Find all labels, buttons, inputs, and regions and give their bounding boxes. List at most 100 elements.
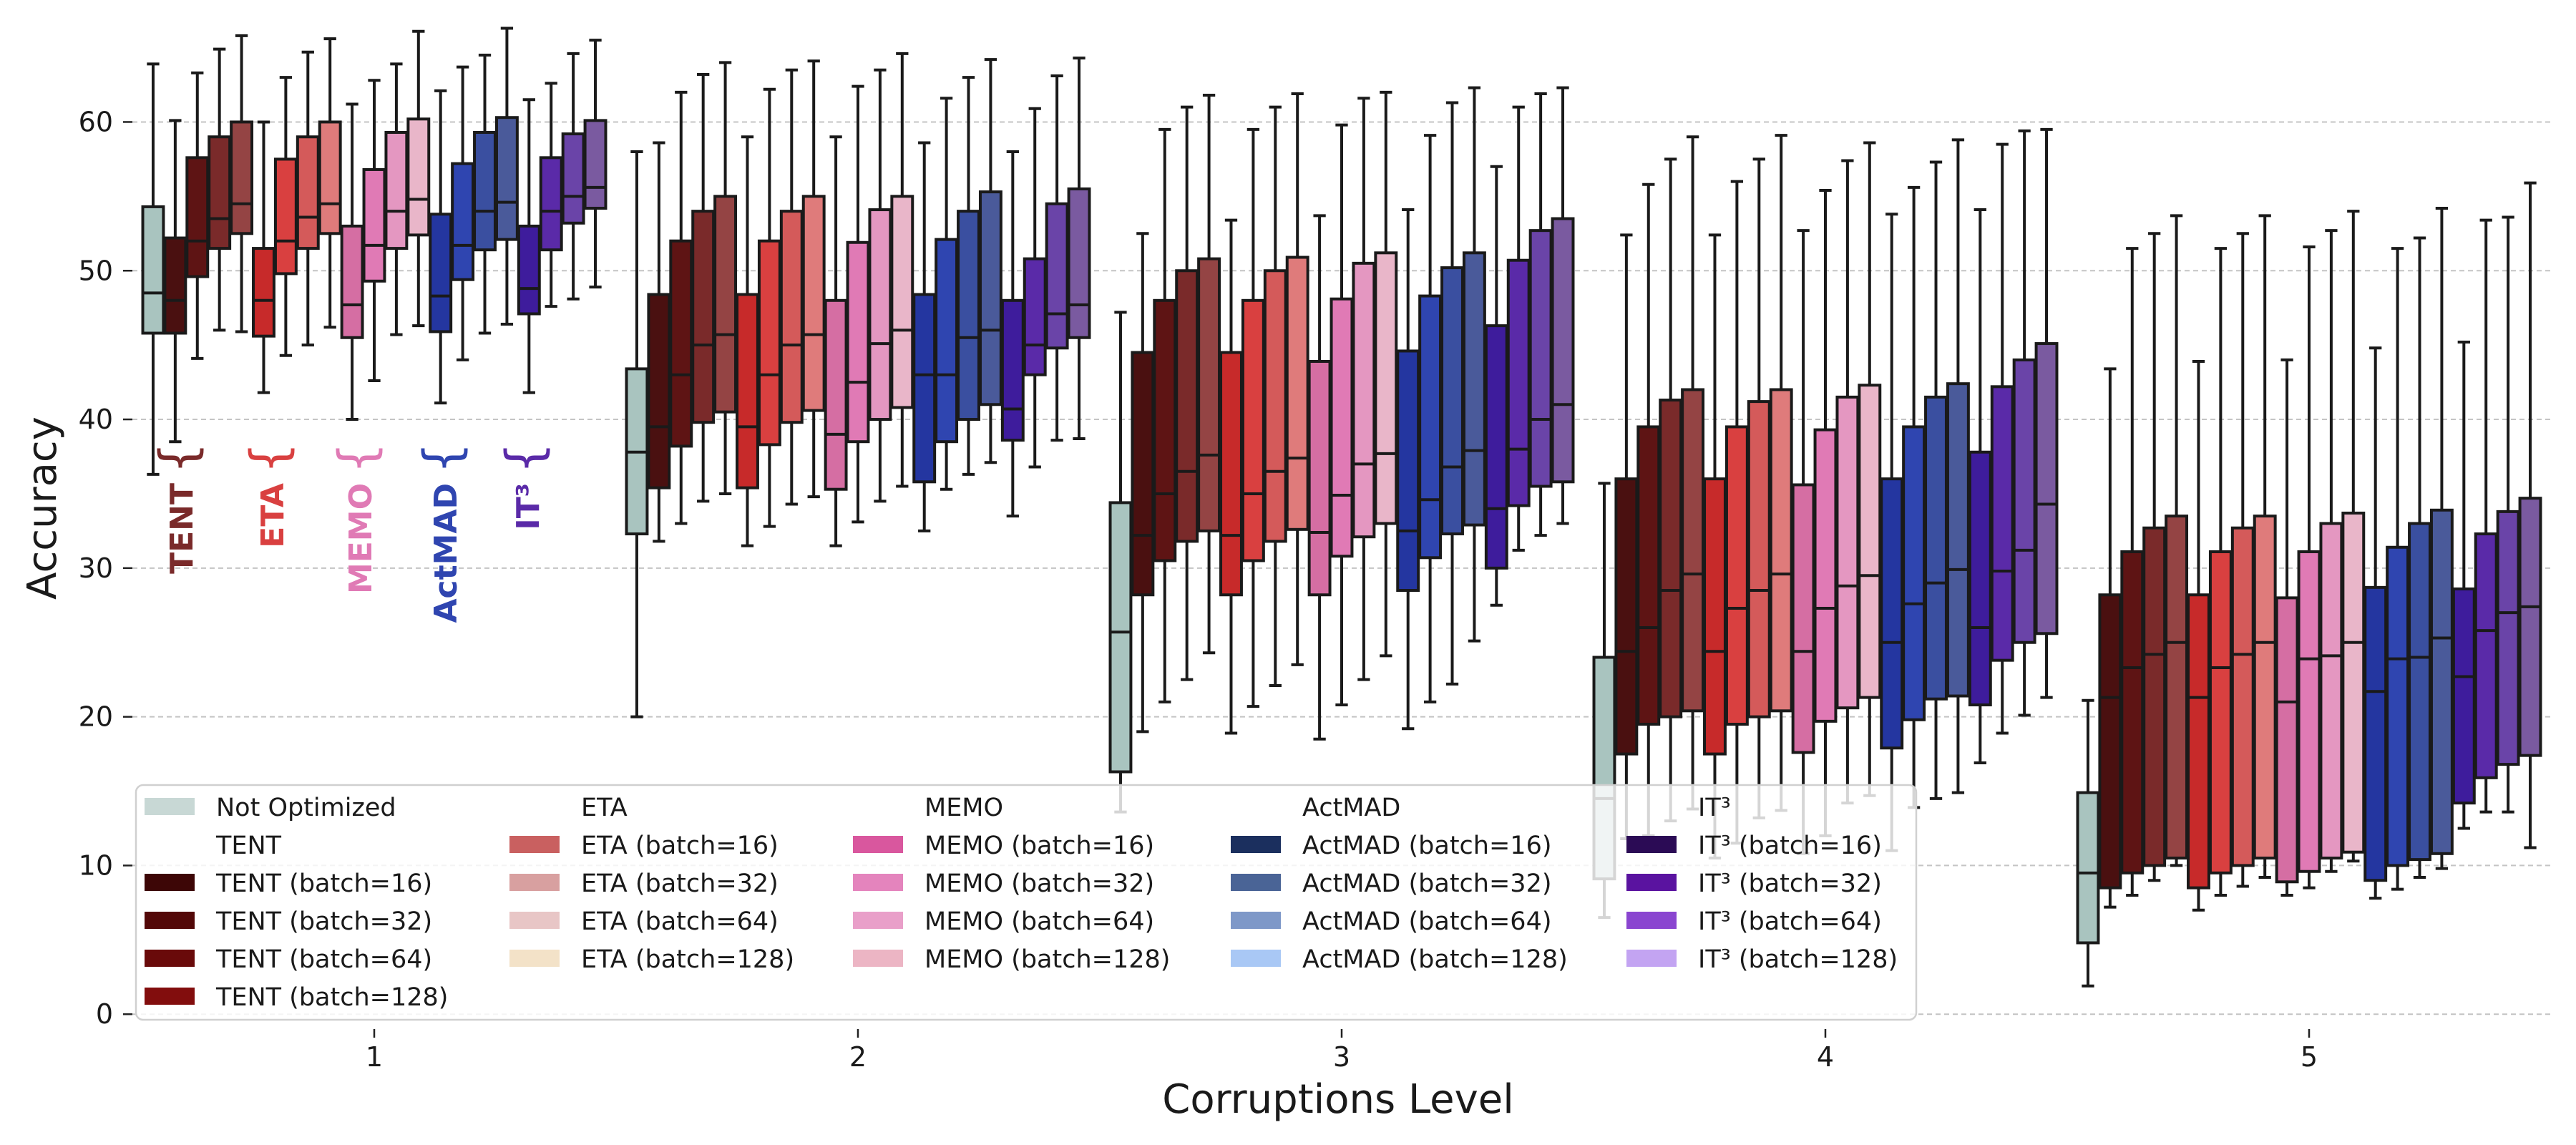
box-it-batch-32--level-2 [1023, 107, 1047, 469]
box-actmad-batch-128--level-5 [2429, 206, 2454, 870]
legend-frame [135, 784, 1918, 1021]
box-eta-batch-128--level-3 [1285, 92, 1309, 666]
iqr-box [141, 205, 165, 335]
legend-entry: MEMO (batch=16) [853, 832, 1154, 860]
legend-label: TENT (batch=16) [215, 869, 432, 898]
legend-entry: MEMO (batch=128) [853, 945, 1170, 974]
iqr-box [318, 120, 342, 235]
iqr-box [2429, 508, 2454, 855]
box-plot-series [141, 26, 2542, 988]
x-axis-title: Corruptions Level [1162, 1076, 1514, 1123]
box-it-batch-32--level-3 [1506, 105, 1531, 552]
box-eta-batch-32--level-5 [2208, 247, 2233, 897]
box-tent-batch-32--level-4 [1636, 182, 1661, 837]
box-eta-batch-16--level-4 [1703, 233, 1727, 860]
box-actmad-batch-16--level-2 [912, 141, 937, 532]
y-tick-label: 0 [96, 998, 113, 1030]
box-not-optimized-level-2 [625, 150, 649, 718]
box-eta-batch-64--level-1 [296, 50, 320, 347]
iqr-box [1440, 266, 1464, 536]
legend-swatch [853, 874, 903, 891]
iqr-box [163, 236, 187, 335]
box-actmad-batch-32--level-5 [2386, 247, 2410, 891]
iqr-box [1681, 388, 1705, 713]
box-tent-batch-32--level-1 [185, 71, 210, 360]
brace-glyph: { [495, 442, 554, 474]
iqr-box [2408, 522, 2431, 862]
y-tick-label: 20 [79, 701, 113, 733]
iqr-box [1241, 298, 1265, 562]
iqr-box [1067, 187, 1091, 339]
iqr-box [1285, 255, 1309, 531]
legend-label: IT³ (batch=64) [1698, 907, 1882, 936]
iqr-box [517, 224, 541, 316]
legend-label: ActMAD [1302, 794, 1400, 822]
legend-label: TENT (batch=32) [215, 907, 432, 936]
legend-entry: MEMO (batch=32) [853, 869, 1154, 898]
box-eta-batch-64--level-3 [1263, 105, 1287, 687]
box-memo-batch-32--level-1 [362, 79, 386, 383]
box-memo-batch-64--level-5 [2319, 229, 2343, 873]
box-it-batch-16--level-3 [1484, 165, 1508, 607]
legend-entry: TENT (batch=16) [145, 869, 432, 898]
iqr-box [1614, 477, 1639, 756]
legend-entry: MEMO [924, 794, 1003, 822]
iqr-box [647, 293, 671, 489]
box-eta-batch-128--level-1 [318, 37, 342, 329]
box-tent-batch-64--level-1 [208, 47, 232, 332]
legend-swatch [853, 950, 903, 967]
box-memo-batch-16--level-3 [1307, 214, 1332, 741]
iqr-box [2297, 550, 2321, 873]
box-tent-batch-128--level-5 [2165, 214, 2189, 867]
box-eta-batch-16--level-5 [2187, 360, 2210, 912]
iqr-box [691, 210, 716, 424]
x-tick-label: 4 [1817, 1041, 1834, 1073]
iqr-box [494, 116, 519, 241]
box-memo-batch-16--level-5 [2275, 358, 2299, 897]
legend-swatch [1231, 950, 1281, 967]
iqr-box [2451, 587, 2476, 805]
legend-label: ETA [581, 794, 628, 822]
iqr-box [2230, 526, 2255, 867]
x-tick-label: 3 [1333, 1041, 1350, 1073]
legend-entry: ETA [581, 794, 628, 822]
y-tick-label: 30 [79, 552, 113, 584]
box-eta-batch-64--level-2 [779, 68, 804, 506]
iqr-box [2034, 342, 2059, 635]
iqr-box [1769, 388, 1793, 713]
legend-entry: TENT (batch=32) [145, 907, 432, 936]
legend-label: Not Optimized [216, 794, 396, 822]
iqr-box [824, 298, 848, 491]
legend-entry: Not Optimized [145, 794, 396, 822]
box-actmad-batch-64--level-4 [1924, 160, 1948, 800]
box-eta-batch-128--level-2 [801, 59, 826, 499]
legend-swatch [1626, 874, 1677, 891]
box-actmad-batch-128--level-3 [1462, 86, 1486, 643]
box-actmad-batch-64--level-5 [2408, 236, 2431, 880]
box-memo-batch-128--level-4 [1858, 141, 1882, 797]
iqr-box [2386, 545, 2410, 867]
legend-label: IT³ [1698, 794, 1731, 822]
iqr-box [1219, 351, 1243, 597]
box-it-batch-128--level-4 [2034, 127, 2059, 699]
iqr-box [1197, 257, 1221, 532]
box-actmad-batch-16--level-1 [429, 89, 453, 405]
box-memo-batch-32--level-3 [1330, 123, 1354, 707]
iqr-box [1858, 384, 1882, 699]
legend-label: MEMO (batch=32) [924, 869, 1154, 898]
box-tent-batch-64--level-5 [2142, 232, 2167, 882]
box-it-batch-128--level-1 [583, 39, 608, 289]
legend-entry: TENT [215, 832, 282, 860]
legend-label: IT³ (batch=16) [1698, 832, 1882, 860]
box-memo-batch-64--level-2 [868, 68, 892, 503]
iqr-box [1659, 399, 1683, 718]
iqr-box [1528, 229, 1553, 488]
iqr-box [935, 238, 959, 444]
legend-swatch [1626, 912, 1677, 929]
iqr-box [1263, 269, 1287, 543]
box-it-batch-16--level-2 [1000, 150, 1025, 518]
box-actmad-batch-32--level-4 [1902, 185, 1926, 809]
iqr-box [846, 240, 870, 444]
box-it-batch-16--level-1 [517, 98, 541, 394]
iqr-box [2474, 532, 2498, 779]
